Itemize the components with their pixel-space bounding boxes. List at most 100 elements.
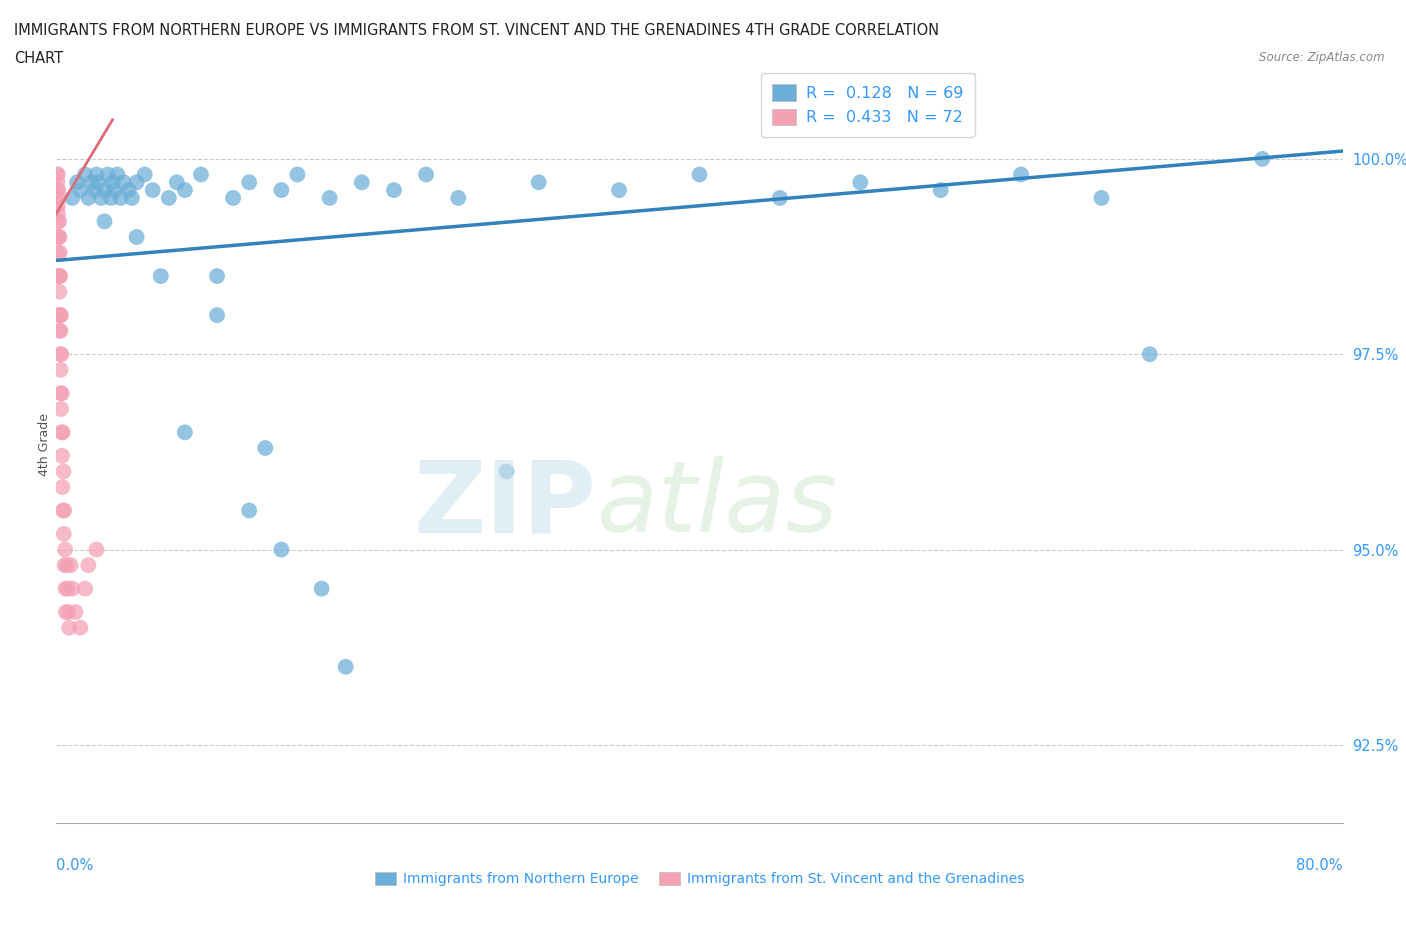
- Point: [93, 214, 115, 229]
- Point: [46, 175, 69, 190]
- Point: [48, 230, 70, 245]
- Point: [51, 347, 73, 362]
- Point: [55, 581, 77, 596]
- Point: [58, 604, 80, 619]
- Text: IMMIGRANTS FROM NORTHERN EUROPE VS IMMIGRANTS FROM ST. VINCENT AND THE GRENADINE: IMMIGRANTS FROM NORTHERN EUROPE VS IMMIG…: [14, 23, 939, 38]
- Point: [48, 269, 70, 284]
- Point: [69, 620, 91, 635]
- Point: [415, 167, 437, 182]
- Point: [447, 191, 470, 206]
- Point: [65, 604, 87, 619]
- Point: [48, 230, 70, 245]
- Point: [382, 182, 405, 197]
- Point: [174, 425, 197, 440]
- Point: [105, 167, 128, 182]
- Point: [97, 167, 120, 182]
- Point: [101, 175, 124, 190]
- Point: [125, 230, 148, 245]
- Point: [53, 558, 76, 573]
- Point: [929, 182, 952, 197]
- Point: [110, 191, 132, 206]
- Point: [48, 191, 70, 206]
- Point: [48, 214, 70, 229]
- Point: [75, 167, 97, 182]
- Point: [86, 167, 108, 182]
- Point: [125, 175, 148, 190]
- Point: [121, 191, 143, 206]
- Point: [60, 191, 83, 206]
- Point: [75, 581, 97, 596]
- Point: [1139, 347, 1161, 362]
- Point: [48, 269, 70, 284]
- Point: [49, 246, 72, 260]
- Point: [205, 308, 228, 323]
- Point: [270, 542, 292, 557]
- Point: [51, 425, 73, 440]
- Point: [83, 182, 105, 197]
- Point: [52, 503, 75, 518]
- Point: [49, 269, 72, 284]
- Text: ZIP: ZIP: [413, 457, 596, 553]
- Text: Source: ZipAtlas.com: Source: ZipAtlas.com: [1260, 51, 1385, 64]
- Point: [53, 503, 76, 518]
- Point: [49, 347, 72, 362]
- Point: [51, 448, 73, 463]
- Point: [86, 542, 108, 557]
- Point: [174, 182, 197, 197]
- Point: [103, 182, 125, 197]
- Point: [142, 182, 165, 197]
- Point: [849, 175, 872, 190]
- Point: [66, 175, 89, 190]
- Point: [238, 175, 260, 190]
- Point: [527, 175, 550, 190]
- Point: [46, 191, 69, 206]
- Point: [254, 441, 277, 456]
- Point: [311, 581, 333, 596]
- Point: [59, 558, 82, 573]
- Point: [48, 308, 70, 323]
- Point: [46, 230, 69, 245]
- Text: 80.0%: 80.0%: [1296, 858, 1343, 873]
- Point: [46, 246, 69, 260]
- Point: [56, 581, 79, 596]
- Point: [287, 167, 309, 182]
- Point: [52, 425, 75, 440]
- Point: [80, 175, 103, 190]
- Point: [46, 182, 69, 197]
- Point: [49, 308, 72, 323]
- Point: [77, 558, 100, 573]
- Point: [100, 191, 122, 206]
- Legend: R =  0.128   N = 69, R =  0.433   N = 72: R = 0.128 N = 69, R = 0.433 N = 72: [761, 73, 974, 137]
- Point: [1251, 152, 1274, 166]
- Point: [238, 503, 260, 518]
- Point: [90, 191, 112, 206]
- Point: [222, 191, 245, 206]
- Point: [48, 285, 70, 299]
- Point: [46, 198, 69, 213]
- Point: [69, 182, 91, 197]
- Point: [93, 182, 115, 197]
- Point: [55, 558, 77, 573]
- Point: [48, 308, 70, 323]
- Point: [1090, 191, 1112, 206]
- Point: [149, 269, 172, 284]
- Point: [51, 386, 73, 401]
- Point: [205, 269, 228, 284]
- Point: [49, 402, 72, 417]
- Point: [58, 620, 80, 635]
- Point: [46, 214, 69, 229]
- Point: [495, 464, 517, 479]
- Y-axis label: 4th Grade: 4th Grade: [38, 413, 51, 475]
- Point: [49, 308, 72, 323]
- Point: [350, 175, 373, 190]
- Point: [60, 581, 83, 596]
- Point: [270, 182, 292, 197]
- Point: [51, 480, 73, 495]
- Point: [46, 206, 69, 221]
- Point: [48, 269, 70, 284]
- Point: [52, 464, 75, 479]
- Point: [318, 191, 340, 206]
- Point: [77, 191, 100, 206]
- Point: [134, 167, 156, 182]
- Point: [117, 182, 139, 197]
